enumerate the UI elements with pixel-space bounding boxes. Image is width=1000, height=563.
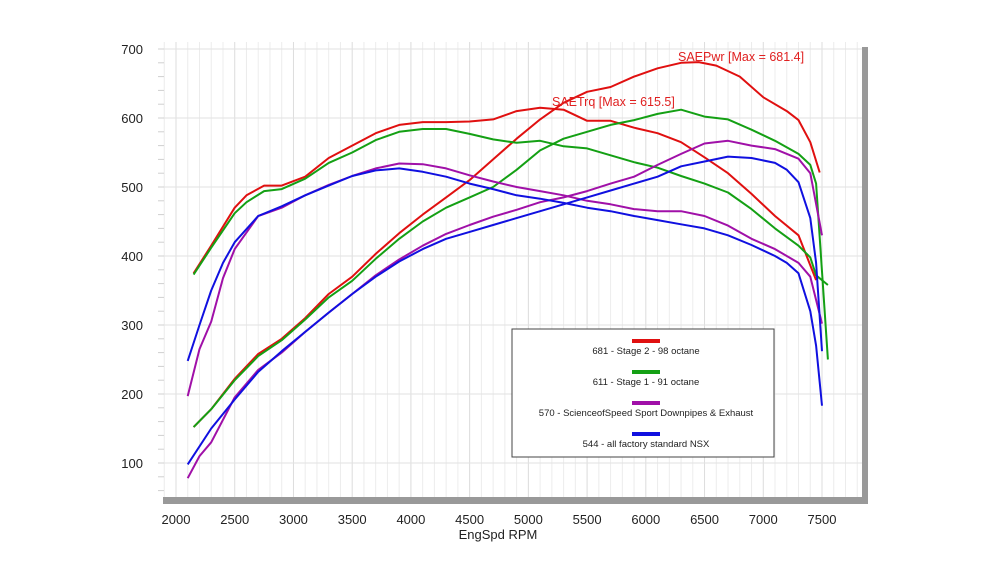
y-tick-label: 400 — [121, 249, 143, 264]
series-group — [186, 61, 829, 479]
annotation-label: SAEPwr [Max = 681.4] — [678, 50, 804, 64]
legend-label: 544 - all factory standard NSX — [583, 439, 710, 450]
legend-swatch — [632, 432, 660, 436]
legend-label: 681 - Stage 2 - 98 octane — [592, 346, 699, 357]
x-tick-label: 4500 — [455, 512, 484, 527]
legend-swatch — [632, 401, 660, 405]
series-line-3 — [192, 108, 829, 428]
series-line-7 — [186, 155, 823, 465]
x-tick-label: 6500 — [690, 512, 719, 527]
x-axis: 2000 2500 3000 3500 4000 4500 5000 5500 6000 6500… — [162, 512, 837, 527]
x-axis-label: EngSpd RPM — [459, 527, 538, 542]
legend-label: 611 - Stage 1 - 91 octane — [593, 377, 700, 388]
series-line-2 — [192, 128, 829, 286]
y-tick-label: 600 — [121, 111, 143, 126]
series-line-6 — [186, 167, 823, 406]
y-tick-label: 100 — [121, 456, 143, 471]
x-tick-label: 6000 — [631, 512, 660, 527]
legend-swatch — [632, 370, 660, 374]
series-line-0 — [192, 106, 818, 281]
y-tick-label: 700 — [121, 42, 143, 57]
x-tick-label: 4000 — [396, 512, 425, 527]
x-tick-label: 5000 — [514, 512, 543, 527]
y-tick-label: 500 — [121, 180, 143, 195]
annotation-label: SAETrq [Max = 615.5] — [552, 95, 675, 109]
x-tick-label: 3500 — [338, 512, 367, 527]
legend: 681 - Stage 2 - 98 octane 611 - Stage 1 -… — [511, 328, 775, 458]
x-tick-label: 2500 — [220, 512, 249, 527]
y-tick-label: 200 — [121, 387, 143, 402]
x-tick-label: 7000 — [749, 512, 778, 527]
x-tick-label: 3000 — [279, 512, 308, 527]
y-axis: 100 200 300 400 500 600 700 — [121, 42, 143, 471]
legend-label: 570 - ScienceofSpeed Sport Downpipes & E… — [539, 408, 754, 419]
annotations: SAEPwr [Max = 681.4] SAETrq [Max = 615.5] — [552, 50, 804, 109]
series-line-1 — [192, 61, 821, 428]
x-tick-label: 7500 — [808, 512, 837, 527]
x-tick-label: 5500 — [573, 512, 602, 527]
x-tick-label: 2000 — [162, 512, 191, 527]
y-tick-label: 300 — [121, 318, 143, 333]
legend-swatch — [632, 339, 660, 343]
